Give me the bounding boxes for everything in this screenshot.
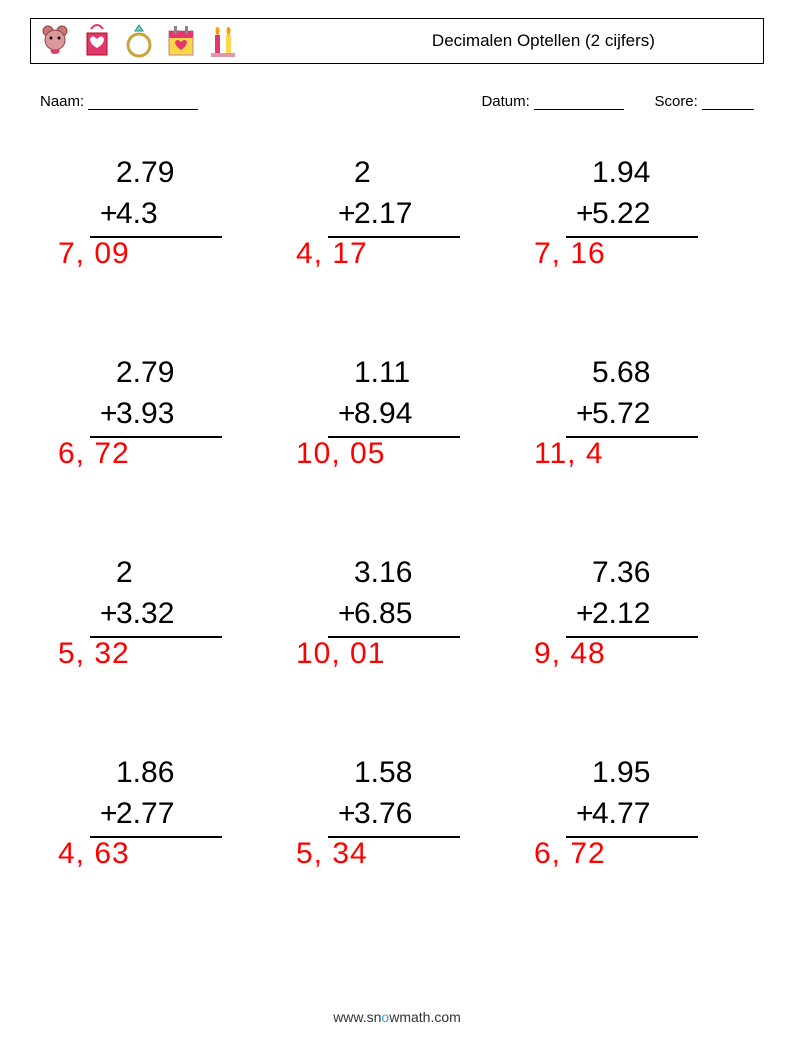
operator: + [100,194,118,235]
calendar-heart-icon [165,23,197,59]
name-field: Naam: [40,93,198,110]
problem-stack: 1.95+4.77 [546,753,696,838]
footer-suffix: wmath.com [389,1009,461,1025]
operand-a: 1.11 [308,353,458,394]
problem-stack: 1.94+5.22 [546,153,696,238]
problem: 7.36+2.129, 48 [516,545,754,735]
answer: 10, 05 [296,437,385,471]
problem-stack: 2.79+4.3 [70,153,220,238]
problem: 1.58+3.765, 34 [278,745,516,935]
operand-a: 1.58 [308,753,458,794]
problem-stack: 2.79+3.93 [70,353,220,438]
problem: 1.95+4.776, 72 [516,745,754,935]
worksheet-page: Decimalen Optellen (2 cijfers) Naam: Dat… [0,0,794,1053]
answer: 9, 48 [534,637,606,671]
problem-stack: 7.36+2.12 [546,553,696,638]
problem: 3.16+6.8510, 01 [278,545,516,735]
teddy-bear-icon [39,23,71,59]
problem-stack: 5.68+5.72 [546,353,696,438]
answer: 11, 4 [534,437,604,471]
answer: 7, 09 [58,237,130,271]
operand-a: 2.79 [70,153,220,194]
footer-prefix: www.sn [333,1009,381,1025]
operand-a: 5.68 [546,353,696,394]
answer: 6, 72 [534,837,606,871]
date-underline [534,95,624,110]
operand-a: 7.36 [546,553,696,594]
operator: + [338,794,356,835]
answer: 5, 34 [296,837,368,871]
problem-stack: 2+3.32 [70,553,220,638]
footer-url: www.snowmath.com [0,1009,794,1025]
answer: 4, 63 [58,837,130,871]
problem-stack: 3.16+6.85 [308,553,458,638]
operator: + [576,394,594,435]
operator: + [100,794,118,835]
score-underline [702,95,754,110]
operator: + [100,394,118,435]
worksheet-title: Decimalen Optellen (2 cijfers) [324,31,763,51]
problem: 2+2.174, 17 [278,145,516,335]
gift-bag-icon [81,23,113,59]
ring-icon [123,23,155,59]
answer: 6, 72 [58,437,130,471]
operator: + [338,394,356,435]
operand-b-line: +2.17 [308,194,458,235]
date-field: Datum: [481,93,624,110]
operand-a: 3.16 [308,553,458,594]
operand-b-line: +8.94 [308,394,458,435]
operand-b-line: +3.32 [70,594,220,635]
answer: 4, 17 [296,237,368,271]
candles-icon [207,23,239,59]
operand-a: 1.95 [546,753,696,794]
header-box: Decimalen Optellen (2 cijfers) [30,18,764,64]
problem-stack: 1.86+2.77 [70,753,220,838]
operand-b-line: +3.76 [308,794,458,835]
score-label: Score: [654,93,697,110]
problem-stack: 1.11+8.94 [308,353,458,438]
operator: + [338,594,356,635]
operand-a: 2 [70,553,220,594]
operator: + [100,594,118,635]
operand-b-line: +6.85 [308,594,458,635]
answer: 10, 01 [296,637,385,671]
operand-a: 2.79 [70,353,220,394]
problem: 2.79+3.936, 72 [40,345,278,535]
name-underline [88,95,198,110]
operand-a: 1.94 [546,153,696,194]
answer: 5, 32 [58,637,130,671]
problem: 2.79+4.37, 09 [40,145,278,335]
problem: 5.68+5.7211, 4 [516,345,754,535]
problem-stack: 1.58+3.76 [308,753,458,838]
name-label: Naam: [40,93,84,110]
operator: + [576,594,594,635]
operand-b-line: +5.22 [546,194,696,235]
problems-grid: 2.79+4.37, 092+2.174, 171.94+5.227, 162.… [40,145,754,935]
operand-b-line: +3.93 [70,394,220,435]
problem: 1.86+2.774, 63 [40,745,278,935]
operand-b-line: +2.12 [546,594,696,635]
operand-b-line: +4.3 [70,194,220,235]
problem-stack: 2+2.17 [308,153,458,238]
operand-a: 1.86 [70,753,220,794]
date-label: Datum: [481,93,529,110]
problem: 1.11+8.9410, 05 [278,345,516,535]
header-icons [39,23,239,59]
operand-b-line: +2.77 [70,794,220,835]
operand-a: 2 [308,153,458,194]
operator: + [576,794,594,835]
operand-b-line: +5.72 [546,394,696,435]
problem: 1.94+5.227, 16 [516,145,754,335]
operator: + [338,194,356,235]
problem: 2+3.325, 32 [40,545,278,735]
score-field: Score: [654,93,754,110]
operator: + [576,194,594,235]
answer: 7, 16 [534,237,606,271]
operand-b-line: +4.77 [546,794,696,835]
